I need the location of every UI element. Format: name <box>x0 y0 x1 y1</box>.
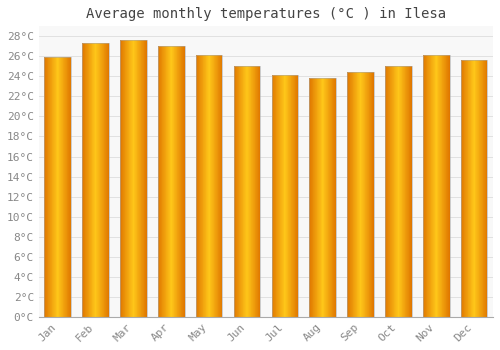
Bar <box>196 55 222 317</box>
Bar <box>272 75 298 317</box>
Bar <box>348 72 374 317</box>
Bar <box>310 78 336 317</box>
Bar <box>423 55 450 317</box>
Bar <box>120 40 146 317</box>
Bar <box>234 66 260 317</box>
Bar <box>385 66 411 317</box>
Bar <box>82 43 109 317</box>
Title: Average monthly temperatures (°C ) in Ilesa: Average monthly temperatures (°C ) in Il… <box>86 7 446 21</box>
Bar <box>461 60 487 317</box>
Bar <box>44 57 71 317</box>
Bar <box>158 46 184 317</box>
